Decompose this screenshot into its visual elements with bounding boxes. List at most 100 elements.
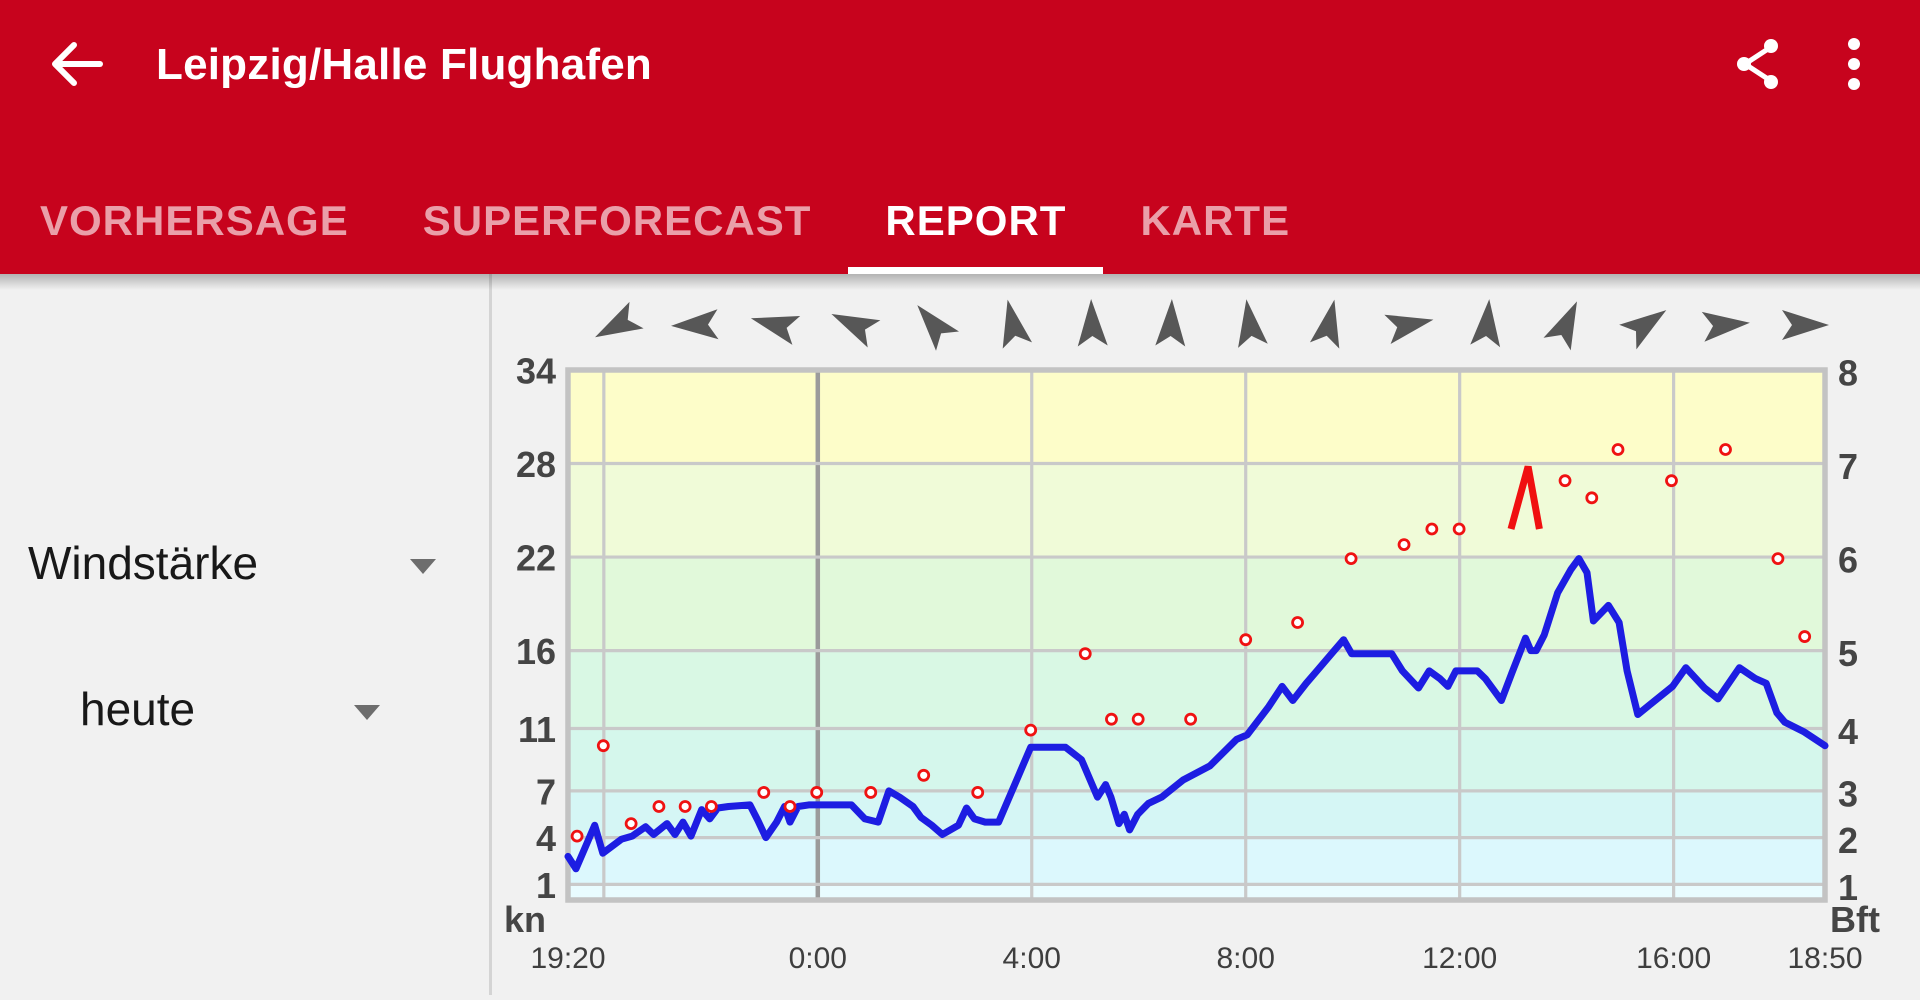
bft-axis-label: 1 [1838,867,1858,908]
kn-axis-label: 22 [516,538,556,579]
kn-axis-label: 28 [516,444,556,485]
wind-gust-dot [1798,630,1812,643]
wind-gust-dot [864,786,878,799]
bft-band-8 [568,370,1825,464]
wind-gust-dot [652,800,666,813]
kn-axis-label: 16 [516,631,556,672]
wind-gust-dot [783,800,797,813]
share-icon [1732,36,1784,95]
share-button[interactable] [1710,10,1806,120]
wind-gust-dot [1585,491,1599,505]
wind-direction-arrow [1309,299,1340,349]
chevron-down-icon [410,558,436,574]
tab-karte[interactable]: KARTE [1103,174,1327,274]
parameter-dropdown-value: Windstärke [28,537,259,589]
wind-gust-dot [917,768,931,782]
wind-gust-dot [1239,633,1253,647]
bft-axis-label: 2 [1838,820,1858,861]
kn-unit-label: kn [504,899,546,940]
time-axis-label: 8:00 [1217,942,1275,975]
wind-gust-dot [1131,712,1145,726]
sidebar: Windstärke heute [0,274,492,995]
time-axis-label: 0:00 [789,942,847,975]
wind-direction-arrow [595,301,644,338]
back-button[interactable] [22,10,132,120]
wind-gust-dot [1397,538,1411,551]
parameter-dropdown[interactable]: Windstärke [28,536,436,590]
wind-gust-dot [1184,712,1198,726]
time-axis-label: 19:20 [530,942,605,975]
tab-superforecast[interactable]: SUPERFORECAST [386,174,849,274]
chart-pane: 34 28 22 16 11 7 4 1 kn 8 7 6 5 4 3 2 1 Bft 19:20 0:00 4:00 8… [492,274,1920,995]
overflow-menu-button[interactable] [1806,10,1902,120]
wind-gust-dot [1611,443,1625,456]
wind-direction-arrow [1701,311,1750,342]
wind-gust-dot [1078,647,1092,661]
plot-border [565,367,1828,903]
wind-gust-dot [971,786,985,799]
wind-direction-arrow [1470,299,1501,348]
tab-bar: VORHERSAGE SUPERFORECAST REPORT KARTE [3,174,1327,274]
wind-gust-dot [704,800,718,813]
bft-unit-label: Bft [1830,899,1880,940]
bft-band-4 [568,728,1825,791]
wind-speed-line [564,555,1829,873]
wind-gust-dot [1665,474,1678,488]
wind-direction-arrow [1238,299,1268,348]
tab-report[interactable]: REPORT [848,174,1104,274]
arrow-left-icon [50,41,104,90]
wind-direction-arrow [671,309,719,340]
time-axis-label: 16:00 [1636,942,1711,975]
app-bar-actions [1710,0,1902,130]
bft-band-6 [568,557,1825,651]
kn-axis-label: 7 [536,771,556,812]
wind-gust-dot [1344,552,1358,566]
bft-axis-label: 3 [1838,773,1858,814]
wind-direction-arrow [1384,314,1434,345]
wind-gust-dot [1105,712,1118,726]
wind-gust-dot [1425,522,1439,536]
wind-direction-arrow [1782,310,1829,340]
wind-gust-dot [1291,616,1304,629]
report-content: Windstärke heute 34 28 22 16 11 7 4 1 kn 8 7 6 5 4 3 2 1… [0,274,1920,995]
day-dropdown[interactable]: heute [80,682,380,736]
time-axis-label: 18:50 [1787,942,1862,975]
bft-band-7 [568,463,1825,558]
kn-axis-label: 4 [536,818,556,859]
wind-gust-dot [570,829,584,843]
time-axis-label: 4:00 [1003,942,1061,975]
kn-axis-label: 34 [516,351,556,392]
bft-axis-label: 4 [1838,711,1858,752]
bft-band-5 [568,650,1825,729]
bft-band-1 [568,884,1825,900]
wind-direction-arrow [1155,299,1186,347]
chevron-down-icon [354,704,380,720]
bft-axis-label: 5 [1838,633,1858,674]
wind-gust-dot [1771,552,1785,566]
wind-direction-arrow [1543,301,1577,351]
wind-gust-dot [678,800,692,813]
wind-direction-arrow [1619,310,1667,350]
kn-axis-label: 11 [518,709,556,750]
wind-gust-dot [1024,723,1038,737]
gust-peak-arrow [1507,465,1543,530]
wind-direction-arrow [1077,299,1108,347]
bft-axis-label: 7 [1838,446,1858,487]
wind-direction-arrow [750,315,801,345]
kn-axis-label: 1 [536,865,556,906]
page-title: Leipzig/Halle Flughafen [156,40,652,89]
wind-direction-arrow [1002,299,1033,349]
wind-gust-dot [1558,474,1572,488]
app-bar: Leipzig/Halle Flughafen [0,0,1920,274]
bft-band-2 [568,837,1825,885]
wind-gust-dot [1719,443,1732,456]
time-axis-label: 12:00 [1422,942,1497,975]
wind-direction-arrow [831,314,881,348]
bft-axis-label: 6 [1838,540,1858,581]
wind-gust-dot [1452,522,1466,536]
wind-gust-dot [596,739,610,753]
tab-vorhersage[interactable]: VORHERSAGE [3,174,386,274]
more-vertical-icon [1847,36,1861,95]
wind-direction-arrow [917,305,959,351]
